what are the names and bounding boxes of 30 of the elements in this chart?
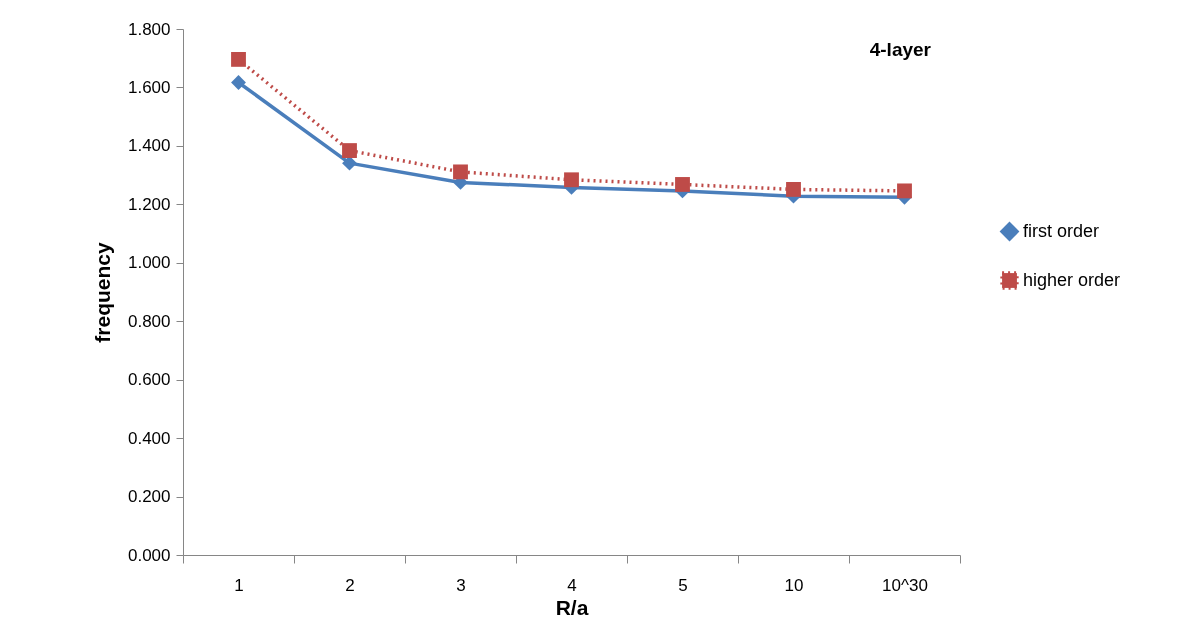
legend-label: higher order [1023, 269, 1121, 290]
y-tick-label: 0.800 [127, 311, 171, 331]
text: 4-layer [869, 39, 932, 60]
point [786, 182, 801, 197]
point [564, 172, 579, 188]
y-tick-label: 1.800 [127, 19, 171, 39]
y-tick-label: 1.400 [127, 136, 171, 156]
x-tick-label: 4 [567, 575, 577, 595]
point [897, 183, 912, 199]
x-tick-label: 1 [234, 575, 244, 595]
y-axis-title: frequency [90, 242, 114, 343]
y-tick-label: 0.600 [127, 370, 171, 390]
point [231, 75, 246, 90]
y-tick-label: 1.000 [127, 253, 171, 273]
x-tick-label: 3 [456, 575, 466, 595]
y-tick-label: 0.000 [127, 545, 171, 565]
y-tick-label: 1.600 [127, 77, 171, 97]
y-tick-label: 1.200 [127, 194, 171, 214]
x-tick-label: 10 [784, 575, 804, 595]
point [231, 51, 246, 67]
x-axis-title: R/a [555, 595, 589, 619]
x-tick-label: 2 [345, 575, 355, 595]
x-tick-label: 10^30 [882, 575, 928, 595]
point [342, 143, 357, 158]
x-tick-label: 5 [678, 575, 688, 595]
y-tick-label: 0.400 [127, 428, 171, 448]
y-tick-label: 0.200 [127, 487, 171, 507]
point [453, 164, 468, 180]
legend-label: first order [1023, 220, 1100, 241]
point [675, 177, 690, 192]
